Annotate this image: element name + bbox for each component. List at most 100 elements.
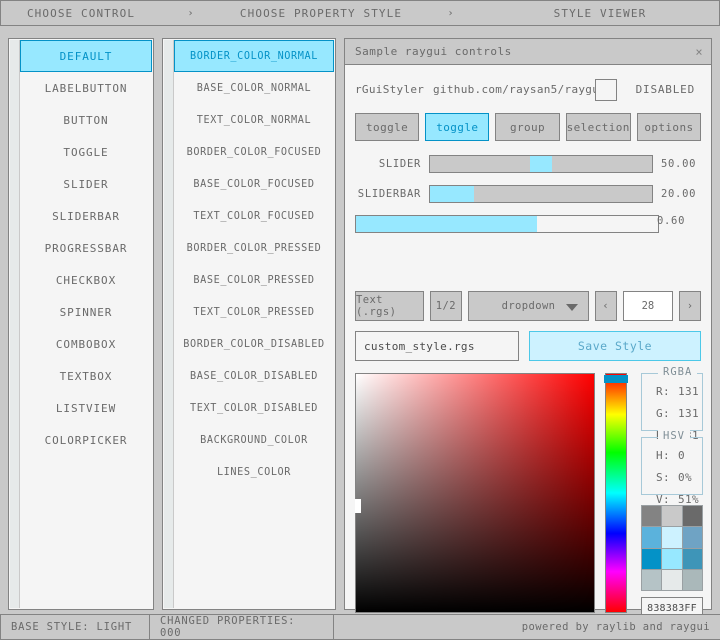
control-list-item[interactable]: COLORPICKER xyxy=(20,424,152,456)
toggle-button-label: toggle xyxy=(366,120,409,134)
property-list-item[interactable]: BORDER_COLOR_NORMAL xyxy=(174,40,334,72)
color-palette xyxy=(641,505,703,591)
saturation-value-field[interactable] xyxy=(355,373,595,613)
toggle-button[interactable]: selection xyxy=(565,113,631,141)
hsv-value: 51% xyxy=(678,492,700,506)
palette-swatch[interactable] xyxy=(662,527,682,548)
control-list-item-label: TEXTBOX xyxy=(59,369,113,383)
control-list-item[interactable]: SLIDER xyxy=(20,168,152,200)
rgba-row: G: 131 xyxy=(642,402,702,424)
palette-swatch[interactable] xyxy=(662,506,682,527)
property-list-scrollbar[interactable] xyxy=(164,40,174,608)
sliderbar-track[interactable] xyxy=(429,185,653,203)
top-toolbar: CHOOSE CONTROL › CHOOSE PROPERTY STYLE ›… xyxy=(0,0,720,26)
control-list-item[interactable]: LABELBUTTON xyxy=(20,72,152,104)
sv-cursor[interactable] xyxy=(355,499,362,513)
progressbar-row: 0.60 xyxy=(345,215,711,233)
control-list-item[interactable]: BUTTON xyxy=(20,104,152,136)
text-rgs-button[interactable]: Text (.rgs) xyxy=(355,291,424,321)
property-list-item-label: BORDER_COLOR_DISABLED xyxy=(183,338,325,350)
palette-swatch[interactable] xyxy=(682,569,702,590)
hue-selector[interactable] xyxy=(604,375,628,384)
toggle-button[interactable]: toggle xyxy=(355,113,420,141)
property-list-item-label: BORDER_COLOR_NORMAL xyxy=(190,50,318,62)
property-list-item-label: BORDER_COLOR_FOCUSED xyxy=(186,146,322,158)
toolbar-choose-control[interactable]: CHOOSE CONTROL xyxy=(26,6,136,20)
palette-swatch[interactable] xyxy=(642,527,662,548)
close-icon[interactable]: × xyxy=(695,44,703,59)
rgba-value: 131 xyxy=(678,384,700,398)
hsv-value: 0% xyxy=(678,470,693,484)
disabled-checkbox[interactable] xyxy=(595,79,617,101)
hsv-group: HSV H: 0 S: 0% V: 51% xyxy=(641,430,703,506)
property-list-item[interactable]: BACKGROUND_COLOR xyxy=(174,424,334,456)
property-list-item[interactable]: TEXT_COLOR_FOCUSED xyxy=(174,200,334,232)
status-base-style: BASE STYLE: LIGHT xyxy=(0,614,150,640)
control-list-item[interactable]: LISTVIEW xyxy=(20,392,152,424)
spinner-decrement-button[interactable]: ‹ xyxy=(594,291,617,321)
property-list-item[interactable]: LINES_COLOR xyxy=(174,456,334,488)
spinner-increment-button[interactable]: › xyxy=(679,291,701,321)
property-list-item[interactable]: BORDER_COLOR_FOCUSED xyxy=(174,136,334,168)
spinner-value[interactable]: 28 xyxy=(622,291,674,321)
style-filename-input[interactable]: custom_style.rgs xyxy=(355,331,519,361)
control-list: DEFAULT LABELBUTTON BUTTON TOGGLE SLIDER SLID… xyxy=(20,40,152,608)
palette-swatch[interactable] xyxy=(682,506,702,527)
toggle-button[interactable]: toggle xyxy=(425,113,490,141)
property-list-item-label: BASE_COLOR_PRESSED xyxy=(193,274,315,286)
toggle-button[interactable]: group xyxy=(495,113,560,141)
property-list-item[interactable]: BASE_COLOR_PRESSED xyxy=(174,264,334,296)
labels-row: rGuiStyler github.com/raysan5/raygui DIS… xyxy=(355,79,701,105)
save-style-button[interactable]: Save Style xyxy=(529,331,701,361)
property-list-item[interactable]: BASE_COLOR_NORMAL xyxy=(174,72,334,104)
toggle-button-label: group xyxy=(509,120,546,134)
hue-bar[interactable] xyxy=(605,373,627,613)
palette-swatch[interactable] xyxy=(642,506,662,527)
property-list-item-label: TEXT_COLOR_FOCUSED xyxy=(193,210,315,222)
control-list-item[interactable]: TOGGLE xyxy=(20,136,152,168)
control-list-item-label: PROGRESSBAR xyxy=(44,241,128,255)
control-list-item[interactable]: PROGRESSBAR xyxy=(20,232,152,264)
palette-swatch[interactable] xyxy=(682,548,702,569)
palette-swatch[interactable] xyxy=(662,548,682,569)
rgba-key: G: xyxy=(656,406,671,420)
control-list-item[interactable]: SPINNER xyxy=(20,296,152,328)
slider-track[interactable] xyxy=(429,155,653,173)
property-list-item[interactable]: BORDER_COLOR_PRESSED xyxy=(174,232,334,264)
property-list-item-label: BASE_COLOR_NORMAL xyxy=(196,82,312,94)
half-button[interactable]: 1/2 xyxy=(429,291,463,321)
sliderbar-label: SLIDERBAR xyxy=(357,188,421,200)
property-list-item-label: BACKGROUND_COLOR xyxy=(200,434,308,446)
labelbutton-raygui-link[interactable]: github.com/raysan5/raygui xyxy=(433,83,607,96)
property-list-item[interactable]: TEXT_COLOR_PRESSED xyxy=(174,296,334,328)
toggle-button[interactable]: options xyxy=(636,113,702,141)
palette-swatch[interactable] xyxy=(642,548,662,569)
slider-label: SLIDER xyxy=(378,158,421,170)
dropdown-box[interactable]: dropdown xyxy=(468,291,589,321)
control-list-item-label: CHECKBOX xyxy=(55,273,117,287)
control-list-item[interactable]: TEXTBOX xyxy=(20,360,152,392)
slider-value: 50.00 xyxy=(661,158,697,170)
toolbar-style-viewer[interactable]: STYLE VIEWER xyxy=(553,6,647,20)
property-list-item[interactable]: BASE_COLOR_FOCUSED xyxy=(174,168,334,200)
palette-swatch[interactable] xyxy=(662,569,682,590)
control-list-scrollbar[interactable] xyxy=(10,40,20,608)
control-list-item[interactable]: SLIDERBAR xyxy=(20,200,152,232)
control-list-item[interactable]: DEFAULT xyxy=(20,40,152,72)
property-list-item[interactable]: BASE_COLOR_DISABLED xyxy=(174,360,334,392)
control-list-item-label: SLIDER xyxy=(63,177,109,191)
control-list-item[interactable]: COMBOBOX xyxy=(20,328,152,360)
palette-swatch[interactable] xyxy=(642,569,662,590)
palette-swatch[interactable] xyxy=(682,527,702,548)
slider-knob[interactable] xyxy=(529,156,553,172)
toolbar-choose-property-style[interactable]: CHOOSE PROPERTY STYLE xyxy=(239,6,403,20)
property-list-item[interactable]: BORDER_COLOR_DISABLED xyxy=(174,328,334,360)
control-list-item[interactable]: CHECKBOX xyxy=(20,264,152,296)
dropdown-label: dropdown xyxy=(501,300,556,312)
status-changed-properties: CHANGED PROPERTIES: 000 xyxy=(149,614,334,640)
property-list-item[interactable]: TEXT_COLOR_NORMAL xyxy=(174,104,334,136)
property-list-item-label: LINES_COLOR xyxy=(216,466,292,478)
property-list-item[interactable]: TEXT_COLOR_DISABLED xyxy=(174,392,334,424)
property-list-item-label: BORDER_COLOR_PRESSED xyxy=(186,242,322,254)
